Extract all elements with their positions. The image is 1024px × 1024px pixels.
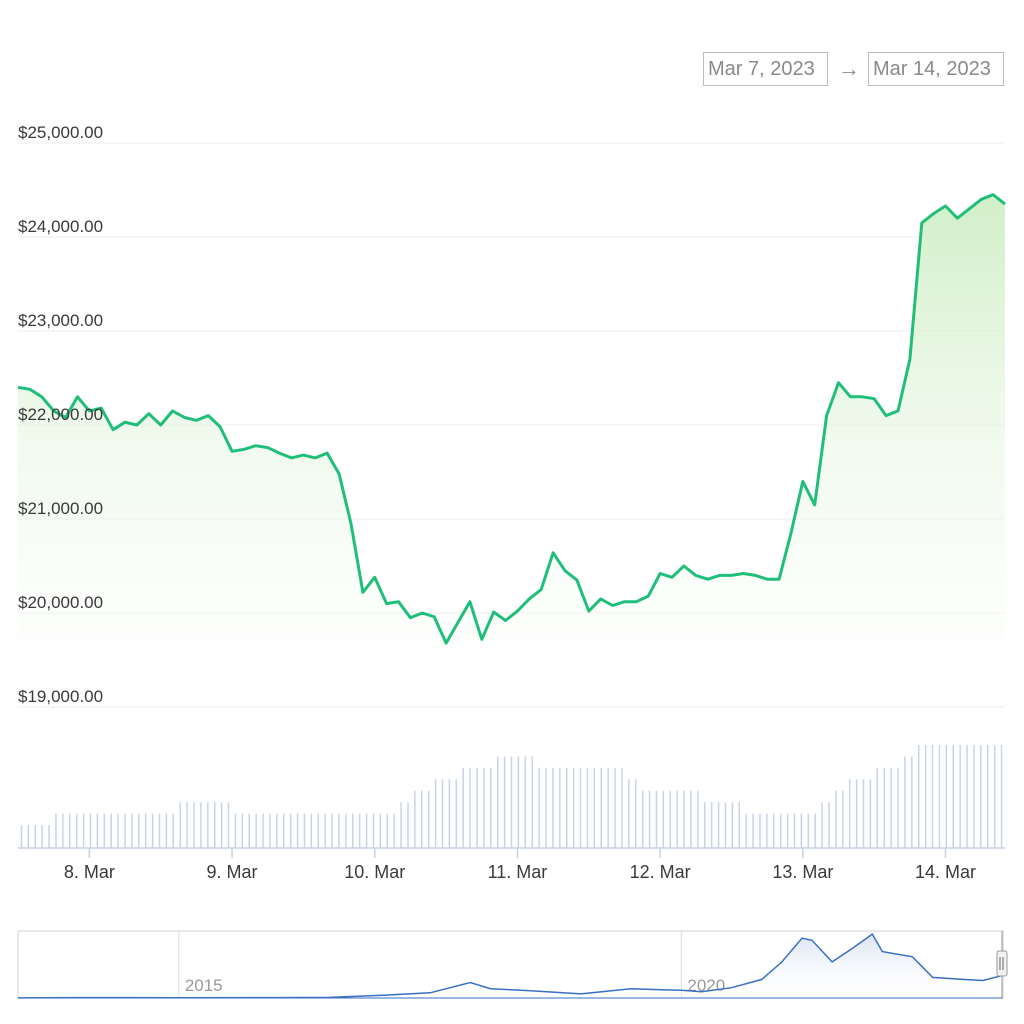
price-line — [17, 193, 1006, 645]
x-tick-label: 9. Mar — [207, 862, 258, 882]
navigator-tick-label: 2015 — [185, 976, 223, 995]
y-tick-label: $22,000.00 — [18, 405, 103, 424]
navigator-area — [18, 934, 1003, 998]
x-tick-label: 11. Mar — [488, 862, 548, 882]
price-area-fill — [18, 194, 1005, 707]
x-tick-label: 13. Mar — [772, 862, 833, 882]
navigator[interactable]: 2015 2020 — [17, 930, 1008, 999]
y-tick-label: $20,000.00 — [18, 593, 103, 612]
y-tick-label: $19,000.00 — [18, 687, 103, 706]
x-tick-label: 10. Mar — [344, 862, 405, 882]
y-tick-label: $24,000.00 — [18, 217, 103, 236]
navigator-handle[interactable] — [996, 950, 1008, 977]
price-area — [17, 193, 1006, 707]
date-range-from[interactable]: Mar 7, 2023 — [703, 52, 828, 86]
x-tick-label: 8. Mar — [64, 862, 115, 882]
x-tick-label: 12. Mar — [630, 862, 691, 882]
arrow-right-icon: → — [838, 56, 860, 81]
navigator-line — [17, 933, 1004, 999]
y-tick-label: $21,000.00 — [18, 499, 103, 518]
date-range-to[interactable]: Mar 14, 2023 — [868, 52, 1004, 86]
volume-bars — [20, 745, 1003, 848]
x-axis: 8. Mar 9. Mar 10. Mar 11. Mar 12. Mar 13. Mar… — [18, 847, 1005, 882]
y-tick-label: $25,000.00 — [18, 123, 103, 142]
y-tick-label: $23,000.00 — [18, 311, 103, 330]
x-tick-label: 14. Mar — [915, 862, 976, 882]
y-axis-labels: $19,000.00 $20,000.00 $21,000.00 $22,000.00… — [18, 123, 103, 706]
